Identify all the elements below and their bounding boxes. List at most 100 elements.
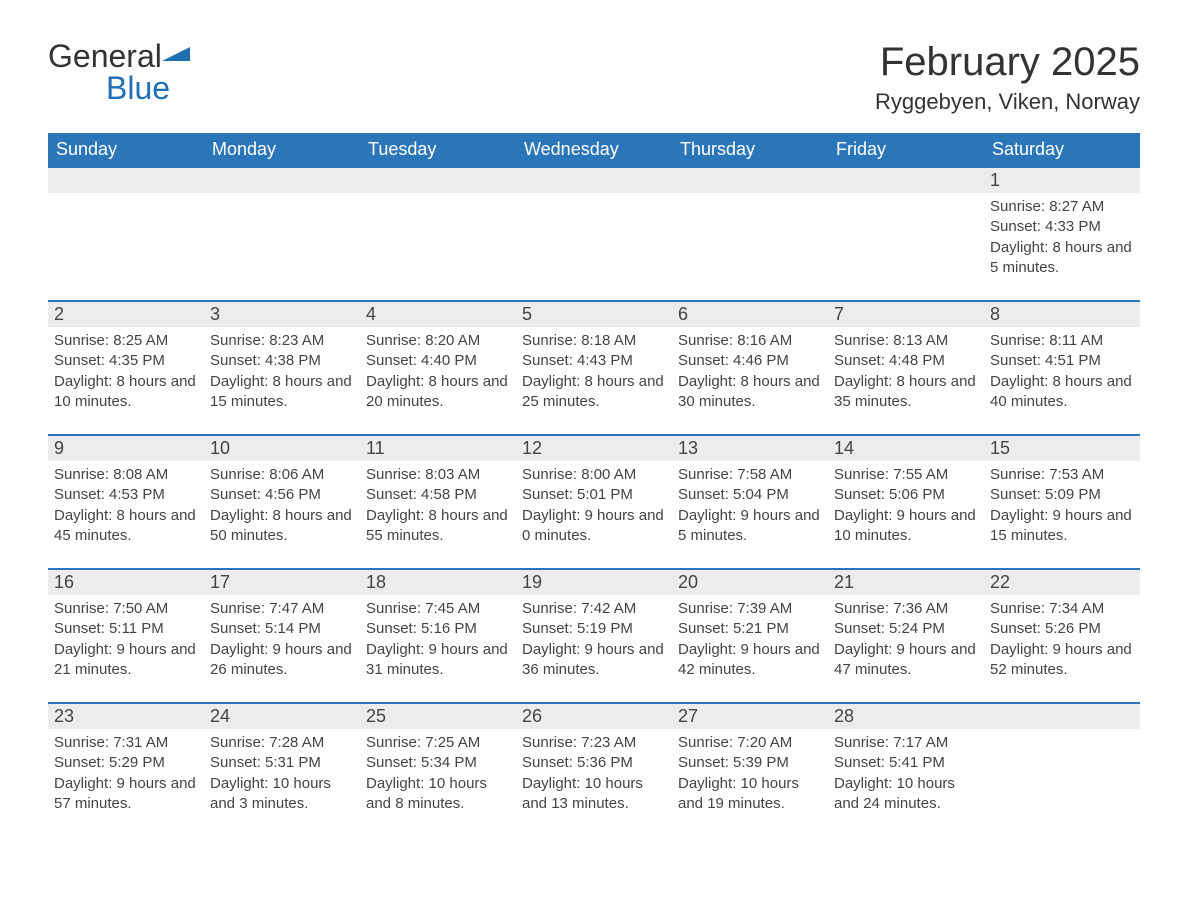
day-number: 5: [516, 302, 672, 327]
day-number: 20: [672, 570, 828, 595]
day-details: Sunrise: 7:17 AMSunset: 5:41 PMDaylight:…: [828, 729, 984, 836]
calendar-week-row: 2Sunrise: 8:25 AMSunset: 4:35 PMDaylight…: [48, 301, 1140, 435]
calendar-day-cell: 26Sunrise: 7:23 AMSunset: 5:36 PMDayligh…: [516, 703, 672, 836]
day-number: 17: [204, 570, 360, 595]
calendar-day-cell: 2Sunrise: 8:25 AMSunset: 4:35 PMDaylight…: [48, 301, 204, 435]
calendar-empty-cell: [984, 703, 1140, 836]
day-details: Sunrise: 8:27 AMSunset: 4:33 PMDaylight:…: [984, 193, 1140, 300]
calendar-table: SundayMondayTuesdayWednesdayThursdayFrid…: [48, 133, 1140, 836]
day-details: Sunrise: 8:16 AMSunset: 4:46 PMDaylight:…: [672, 327, 828, 434]
day-number: 27: [672, 704, 828, 729]
day-details: Sunrise: 8:03 AMSunset: 4:58 PMDaylight:…: [360, 461, 516, 568]
calendar-day-cell: 7Sunrise: 8:13 AMSunset: 4:48 PMDaylight…: [828, 301, 984, 435]
day-number: 8: [984, 302, 1140, 327]
calendar-day-cell: 23Sunrise: 7:31 AMSunset: 5:29 PMDayligh…: [48, 703, 204, 836]
day-details: Sunrise: 7:58 AMSunset: 5:04 PMDaylight:…: [672, 461, 828, 568]
day-details: Sunrise: 8:00 AMSunset: 5:01 PMDaylight:…: [516, 461, 672, 568]
day-details: Sunrise: 7:23 AMSunset: 5:36 PMDaylight:…: [516, 729, 672, 836]
calendar-day-cell: 9Sunrise: 8:08 AMSunset: 4:53 PMDaylight…: [48, 435, 204, 569]
calendar-day-cell: 18Sunrise: 7:45 AMSunset: 5:16 PMDayligh…: [360, 569, 516, 703]
brand-part2: Blue: [106, 70, 170, 106]
day-number: 6: [672, 302, 828, 327]
calendar-empty-cell: [672, 167, 828, 301]
weekday-header: Saturday: [984, 133, 1140, 167]
day-number: 28: [828, 704, 984, 729]
day-details: Sunrise: 7:28 AMSunset: 5:31 PMDaylight:…: [204, 729, 360, 836]
calendar-empty-cell: [360, 167, 516, 301]
calendar-day-cell: 24Sunrise: 7:28 AMSunset: 5:31 PMDayligh…: [204, 703, 360, 836]
calendar-day-cell: 16Sunrise: 7:50 AMSunset: 5:11 PMDayligh…: [48, 569, 204, 703]
weekday-header: Wednesday: [516, 133, 672, 167]
calendar-empty-cell: [516, 167, 672, 301]
day-number: 23: [48, 704, 204, 729]
calendar-day-cell: 6Sunrise: 8:16 AMSunset: 4:46 PMDaylight…: [672, 301, 828, 435]
day-number: 14: [828, 436, 984, 461]
calendar-body: 1Sunrise: 8:27 AMSunset: 4:33 PMDaylight…: [48, 167, 1140, 836]
day-details: Sunrise: 8:11 AMSunset: 4:51 PMDaylight:…: [984, 327, 1140, 434]
calendar-day-cell: 17Sunrise: 7:47 AMSunset: 5:14 PMDayligh…: [204, 569, 360, 703]
day-details: Sunrise: 8:18 AMSunset: 4:43 PMDaylight:…: [516, 327, 672, 434]
calendar-day-cell: 25Sunrise: 7:25 AMSunset: 5:34 PMDayligh…: [360, 703, 516, 836]
day-details: Sunrise: 7:55 AMSunset: 5:06 PMDaylight:…: [828, 461, 984, 568]
day-details: Sunrise: 7:34 AMSunset: 5:26 PMDaylight:…: [984, 595, 1140, 702]
day-number: 1: [984, 168, 1140, 193]
calendar-day-cell: 8Sunrise: 8:11 AMSunset: 4:51 PMDaylight…: [984, 301, 1140, 435]
day-details: Sunrise: 7:53 AMSunset: 5:09 PMDaylight:…: [984, 461, 1140, 568]
day-number: 26: [516, 704, 672, 729]
day-number: 13: [672, 436, 828, 461]
day-details: Sunrise: 7:25 AMSunset: 5:34 PMDaylight:…: [360, 729, 516, 836]
calendar-week-row: 9Sunrise: 8:08 AMSunset: 4:53 PMDaylight…: [48, 435, 1140, 569]
calendar-week-row: 1Sunrise: 8:27 AMSunset: 4:33 PMDaylight…: [48, 167, 1140, 301]
calendar-empty-cell: [828, 167, 984, 301]
day-details: Sunrise: 7:50 AMSunset: 5:11 PMDaylight:…: [48, 595, 204, 702]
calendar-week-row: 23Sunrise: 7:31 AMSunset: 5:29 PMDayligh…: [48, 703, 1140, 836]
weekday-header: Friday: [828, 133, 984, 167]
day-details: Sunrise: 8:08 AMSunset: 4:53 PMDaylight:…: [48, 461, 204, 568]
day-number: 25: [360, 704, 516, 729]
day-number: 21: [828, 570, 984, 595]
day-details: Sunrise: 7:31 AMSunset: 5:29 PMDaylight:…: [48, 729, 204, 836]
calendar-day-cell: 19Sunrise: 7:42 AMSunset: 5:19 PMDayligh…: [516, 569, 672, 703]
day-number: 7: [828, 302, 984, 327]
weekday-header-row: SundayMondayTuesdayWednesdayThursdayFrid…: [48, 133, 1140, 167]
day-details: Sunrise: 8:23 AMSunset: 4:38 PMDaylight:…: [204, 327, 360, 434]
day-details: Sunrise: 7:36 AMSunset: 5:24 PMDaylight:…: [828, 595, 984, 702]
calendar-day-cell: 12Sunrise: 8:00 AMSunset: 5:01 PMDayligh…: [516, 435, 672, 569]
brand-part1: General: [48, 38, 162, 74]
day-number: 2: [48, 302, 204, 327]
calendar-day-cell: 22Sunrise: 7:34 AMSunset: 5:26 PMDayligh…: [984, 569, 1140, 703]
calendar-day-cell: 10Sunrise: 8:06 AMSunset: 4:56 PMDayligh…: [204, 435, 360, 569]
day-number: 3: [204, 302, 360, 327]
weekday-header: Thursday: [672, 133, 828, 167]
title-block: February 2025 Ryggebyen, Viken, Norway: [875, 40, 1140, 125]
calendar-day-cell: 13Sunrise: 7:58 AMSunset: 5:04 PMDayligh…: [672, 435, 828, 569]
weekday-header: Sunday: [48, 133, 204, 167]
calendar-empty-cell: [204, 167, 360, 301]
calendar-day-cell: 28Sunrise: 7:17 AMSunset: 5:41 PMDayligh…: [828, 703, 984, 836]
day-number: 12: [516, 436, 672, 461]
day-details: Sunrise: 8:06 AMSunset: 4:56 PMDaylight:…: [204, 461, 360, 568]
calendar-week-row: 16Sunrise: 7:50 AMSunset: 5:11 PMDayligh…: [48, 569, 1140, 703]
page-title: February 2025: [875, 40, 1140, 85]
day-number: 19: [516, 570, 672, 595]
calendar-day-cell: 3Sunrise: 8:23 AMSunset: 4:38 PMDaylight…: [204, 301, 360, 435]
weekday-header: Monday: [204, 133, 360, 167]
day-number: 16: [48, 570, 204, 595]
location-text: Ryggebyen, Viken, Norway: [875, 89, 1140, 115]
calendar-day-cell: 21Sunrise: 7:36 AMSunset: 5:24 PMDayligh…: [828, 569, 984, 703]
calendar-day-cell: 27Sunrise: 7:20 AMSunset: 5:39 PMDayligh…: [672, 703, 828, 836]
brand-logo: General Blue: [48, 40, 190, 104]
day-number: 11: [360, 436, 516, 461]
day-number: 10: [204, 436, 360, 461]
day-details: Sunrise: 7:20 AMSunset: 5:39 PMDaylight:…: [672, 729, 828, 836]
day-number: 4: [360, 302, 516, 327]
day-details: Sunrise: 7:47 AMSunset: 5:14 PMDaylight:…: [204, 595, 360, 702]
calendar-day-cell: 14Sunrise: 7:55 AMSunset: 5:06 PMDayligh…: [828, 435, 984, 569]
calendar-day-cell: 5Sunrise: 8:18 AMSunset: 4:43 PMDaylight…: [516, 301, 672, 435]
calendar-day-cell: 4Sunrise: 8:20 AMSunset: 4:40 PMDaylight…: [360, 301, 516, 435]
calendar-day-cell: 11Sunrise: 8:03 AMSunset: 4:58 PMDayligh…: [360, 435, 516, 569]
calendar-day-cell: 1Sunrise: 8:27 AMSunset: 4:33 PMDaylight…: [984, 167, 1140, 301]
day-details: Sunrise: 8:13 AMSunset: 4:48 PMDaylight:…: [828, 327, 984, 434]
day-details: Sunrise: 7:45 AMSunset: 5:16 PMDaylight:…: [360, 595, 516, 702]
day-details: Sunrise: 8:20 AMSunset: 4:40 PMDaylight:…: [360, 327, 516, 434]
